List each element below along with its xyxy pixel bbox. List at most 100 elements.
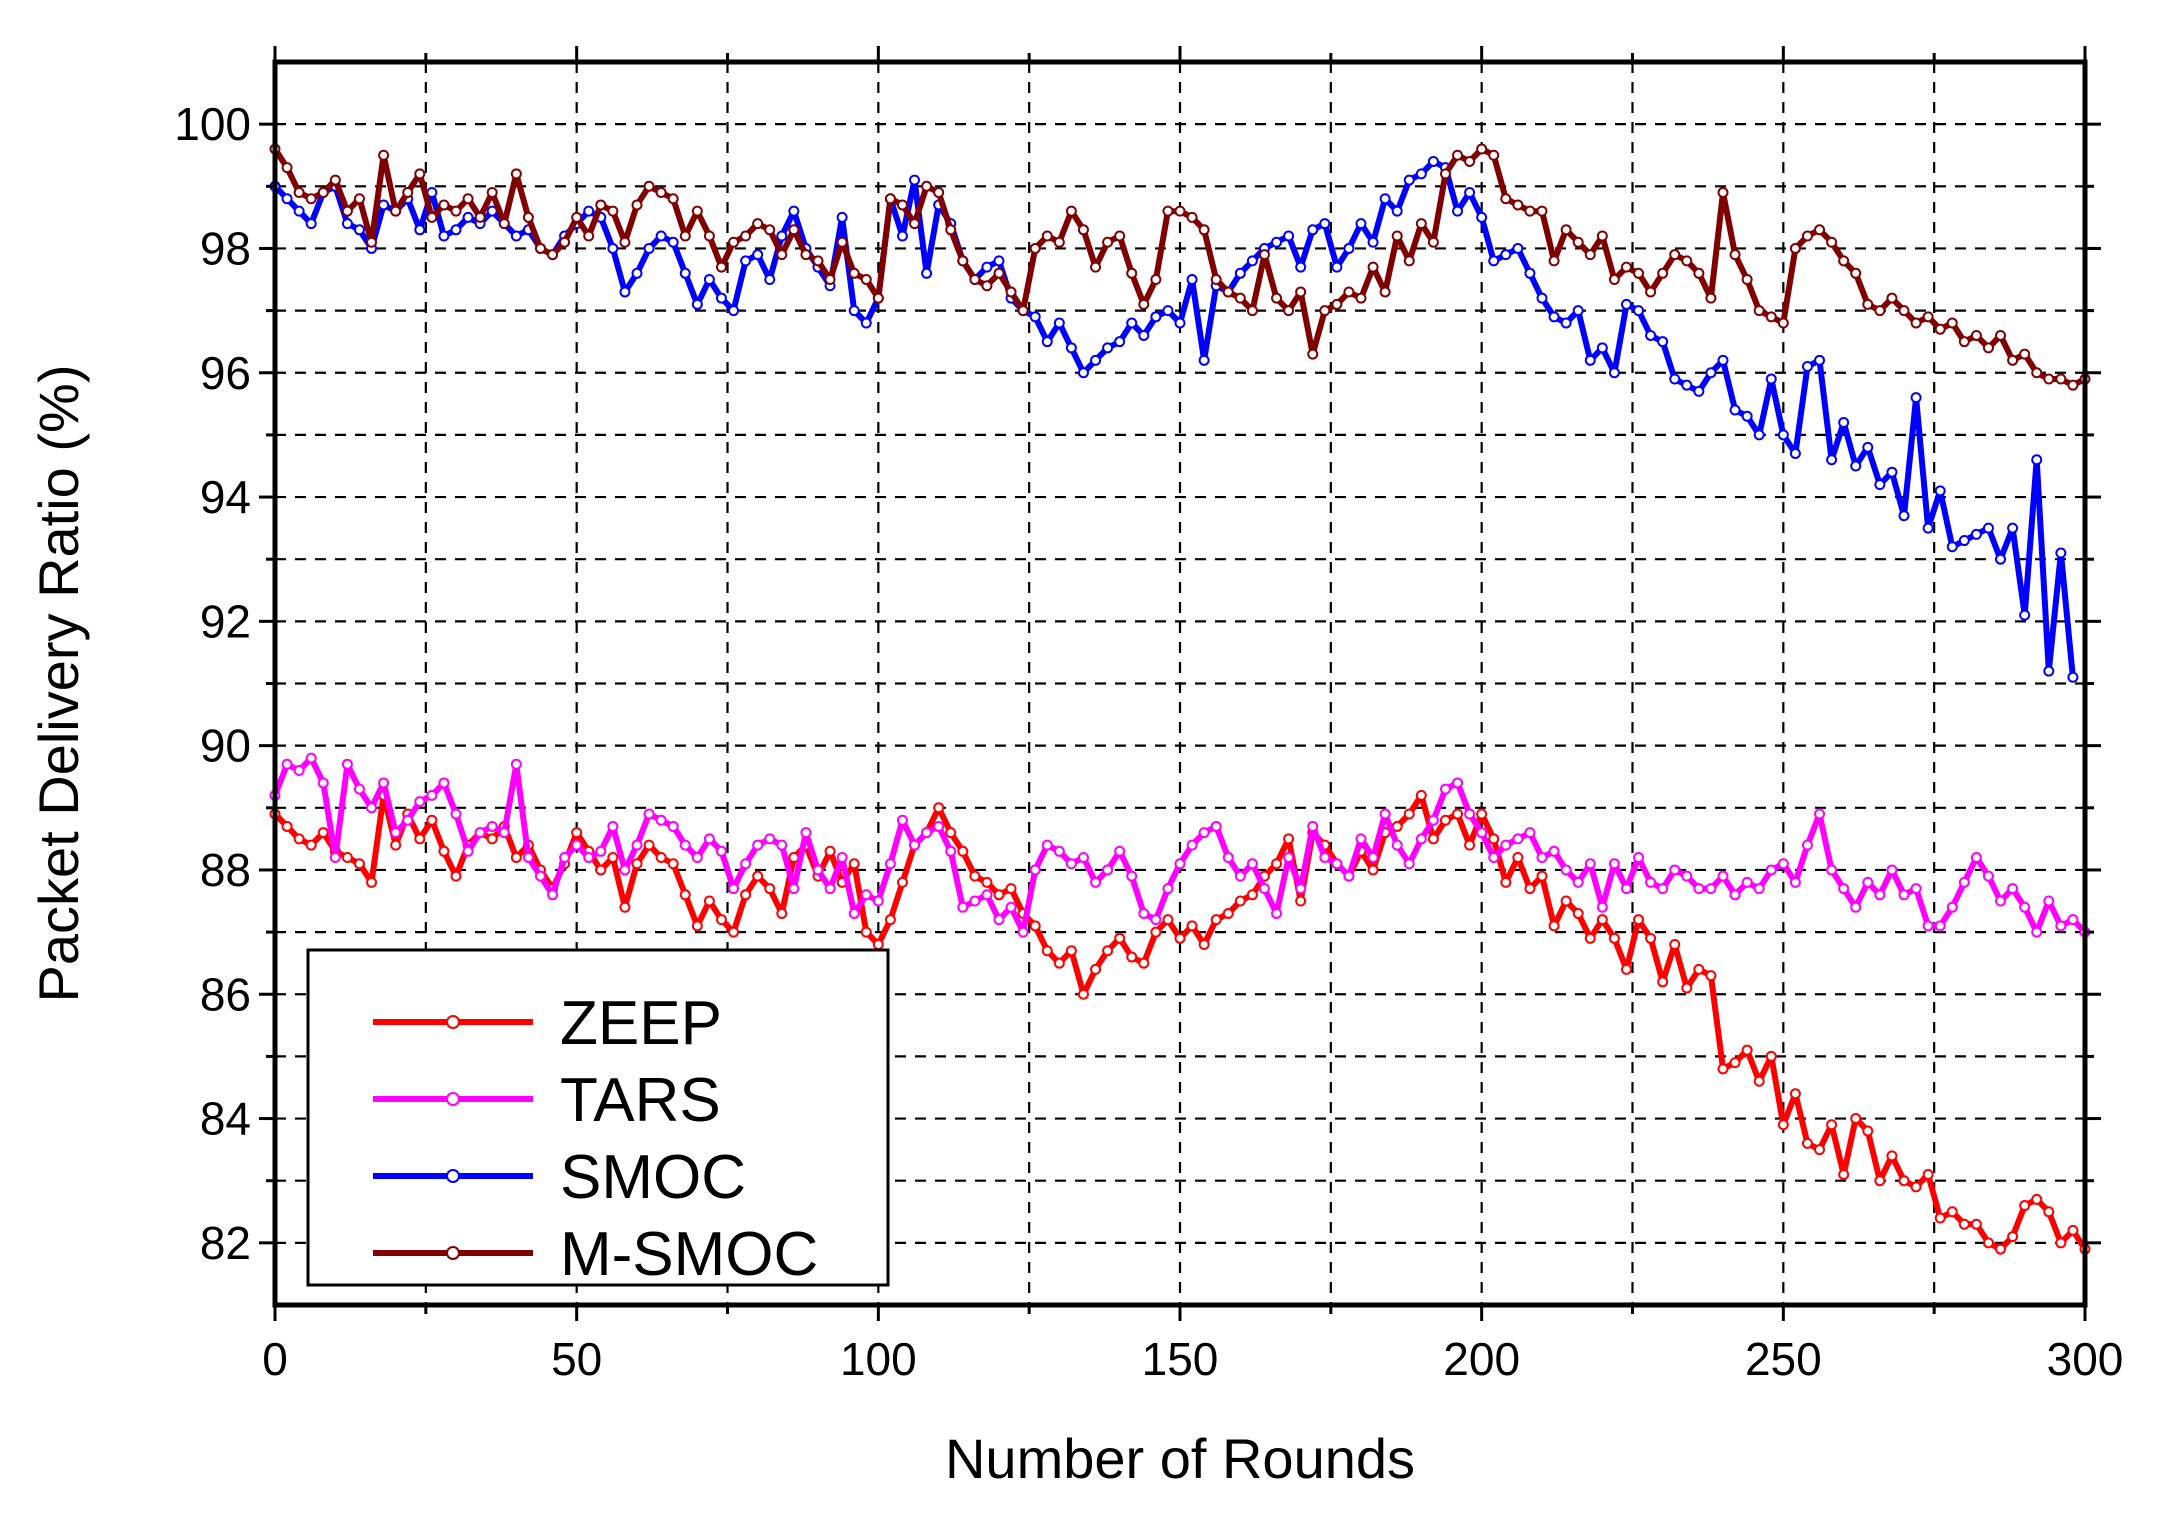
data-point-zeep (438, 845, 450, 857)
y-tick-label: 82 (200, 1217, 251, 1269)
data-point-zeep (414, 833, 426, 845)
data-point-smoc (764, 274, 776, 286)
data-point-smoc (1874, 479, 1886, 491)
data-point-smoc (1041, 336, 1053, 348)
data-point-smoc (1029, 311, 1041, 323)
data-point-tars (1476, 827, 1488, 839)
data-point-tars (993, 914, 1005, 926)
data-point-zeep (1850, 1113, 1862, 1125)
data-point-tars (341, 758, 353, 770)
data-point-m-smoc (884, 193, 896, 205)
y-tick-label: 90 (200, 720, 251, 772)
data-point-tars (1536, 852, 1548, 864)
data-point-tars (715, 845, 727, 857)
data-point-tars (1150, 914, 1162, 926)
y-tick-label: 96 (200, 347, 251, 399)
data-point-m-smoc (1777, 317, 1789, 329)
data-point-tars (1717, 870, 1729, 882)
data-point-tars (1029, 864, 1041, 876)
data-point-zeep (1681, 982, 1693, 994)
data-point-smoc (281, 193, 293, 205)
data-point-zeep (1041, 945, 1053, 957)
data-point-m-smoc (1765, 311, 1777, 323)
data-point-zeep (764, 883, 776, 895)
data-point-m-smoc (1741, 274, 1753, 286)
data-point-tars (921, 827, 933, 839)
data-point-tars (414, 796, 426, 808)
data-point-zeep (1295, 895, 1307, 907)
data-point-m-smoc (1162, 205, 1174, 217)
data-point-m-smoc (1862, 298, 1874, 310)
data-point-tars (1017, 926, 1029, 938)
data-point-zeep (1801, 1137, 1813, 1149)
data-point-zeep (728, 926, 740, 938)
data-point-tars (293, 765, 305, 777)
data-point-m-smoc (1210, 274, 1222, 286)
data-point-m-smoc (909, 218, 921, 230)
data-point-tars (438, 777, 450, 789)
data-point-tars (353, 783, 365, 795)
data-point-tars (1753, 883, 1765, 895)
data-point-tars (1234, 870, 1246, 882)
data-point-zeep (1934, 1212, 1946, 1224)
data-point-zeep (1729, 1057, 1741, 1069)
data-point-tars (1186, 839, 1198, 851)
data-point-tars (2019, 901, 2031, 913)
legend-items: ZEEP TARS SMOC M-SMOC (373, 989, 818, 1289)
data-point-smoc (1814, 354, 1826, 366)
data-point-m-smoc (1874, 305, 1886, 317)
data-point-m-smoc (1657, 267, 1669, 279)
data-point-smoc (2055, 547, 2067, 559)
data-point-zeep (1705, 970, 1717, 982)
data-point-m-smoc (1886, 292, 1898, 304)
data-point-tars (1608, 858, 1620, 870)
data-point-tars (1789, 876, 1801, 888)
data-point-zeep (691, 920, 703, 932)
data-point-tars (1053, 845, 1065, 857)
data-point-tars (1620, 883, 1632, 895)
data-point-tars (1114, 845, 1126, 857)
data-point-smoc (438, 230, 450, 242)
y-tick-label: 98 (200, 222, 251, 274)
data-point-smoc (1801, 361, 1813, 373)
data-point-m-smoc (1452, 149, 1464, 161)
data-point-smoc (1138, 329, 1150, 341)
data-point-m-smoc (2043, 373, 2055, 385)
data-point-tars (474, 827, 486, 839)
data-point-m-smoc (619, 236, 631, 248)
data-point-smoc (510, 230, 522, 242)
data-point-m-smoc (1319, 305, 1331, 317)
data-point-m-smoc (1838, 255, 1850, 267)
data-point-smoc (1367, 236, 1379, 248)
data-point-m-smoc (1464, 155, 1476, 167)
data-point-tars (1910, 883, 1922, 895)
data-point-smoc (1150, 311, 1162, 323)
data-point-smoc (1753, 429, 1765, 441)
data-point-tars (329, 852, 341, 864)
data-point-zeep (643, 839, 655, 851)
data-point-m-smoc (1608, 274, 1620, 286)
data-point-zeep (1114, 932, 1126, 944)
data-point-m-smoc (812, 255, 824, 267)
data-point-smoc (1982, 522, 1994, 534)
data-point-tars (981, 889, 993, 901)
data-point-smoc (1355, 218, 1367, 230)
data-point-zeep (1910, 1181, 1922, 1193)
data-point-zeep (1898, 1175, 1910, 1187)
data-point-zeep (1777, 1119, 1789, 1131)
data-point-m-smoc (1826, 236, 1838, 248)
data-point-smoc (740, 255, 752, 267)
data-point-tars (1126, 870, 1138, 882)
data-point-smoc (1162, 305, 1174, 317)
data-point-m-smoc (764, 224, 776, 236)
data-point-smoc (836, 211, 848, 223)
data-point-m-smoc (1729, 249, 1741, 261)
data-point-m-smoc (1814, 224, 1826, 236)
data-point-m-smoc (486, 187, 498, 199)
data-point-tars (872, 895, 884, 907)
data-point-m-smoc (1126, 267, 1138, 279)
data-point-zeep (450, 870, 462, 882)
data-point-zeep (1102, 945, 1114, 957)
data-point-tars (366, 802, 378, 814)
data-point-smoc (1403, 174, 1415, 186)
